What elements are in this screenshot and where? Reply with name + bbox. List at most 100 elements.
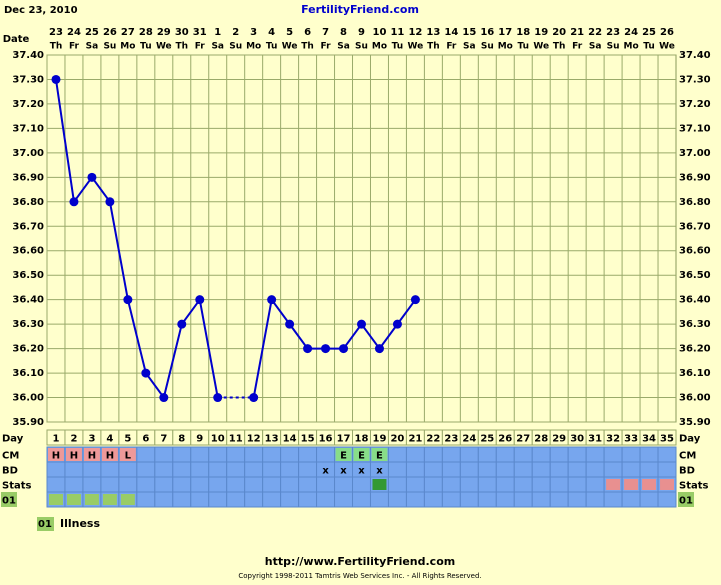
day-number: 18 [355, 434, 369, 445]
row-cell [280, 446, 300, 463]
row-label-bg-right [678, 492, 694, 507]
date-number: 24 [624, 27, 638, 38]
weekday: Mo [372, 42, 387, 52]
y-tick-label-right: 36.60 [679, 246, 711, 257]
y-tick-label-right: 36.10 [679, 368, 711, 379]
row-cell [118, 461, 138, 478]
temperature-point [51, 74, 61, 84]
y-tick-label: 37.20 [12, 99, 44, 110]
temperature-point [374, 344, 384, 354]
row-cell [244, 476, 264, 493]
row-cell [172, 446, 192, 463]
row-cell [549, 461, 569, 478]
day-number: 29 [552, 434, 566, 445]
day-label-right: Day [679, 434, 701, 445]
temperature-point [213, 393, 223, 403]
row-cell [387, 461, 407, 478]
weekday: Sa [589, 42, 602, 52]
entry-text: E [358, 451, 365, 462]
date-number: 3 [250, 27, 257, 38]
y-tick-label-right: 36.40 [679, 295, 711, 306]
weekday: Th [427, 42, 440, 52]
row-cell [136, 476, 156, 493]
row-cell [459, 491, 479, 508]
row-cell [154, 446, 174, 463]
row-cell [208, 491, 228, 508]
temperature-point [105, 197, 115, 207]
row-cell [531, 461, 551, 478]
temperature-point [159, 393, 169, 403]
date-number: 28 [139, 27, 153, 38]
weekday: Th [553, 42, 566, 52]
row-cell [441, 461, 461, 478]
entry-text: x [340, 466, 347, 477]
row-cell [352, 476, 371, 493]
row-cell [208, 476, 228, 493]
temperature-point [392, 319, 402, 329]
weekday: Fr [69, 42, 80, 52]
row-cell [262, 461, 282, 478]
day-label: Day [2, 434, 24, 445]
entry-cell [606, 479, 621, 490]
row-cell [513, 461, 533, 478]
temperature-point [285, 319, 295, 329]
y-tick-label: 36.00 [12, 393, 44, 404]
entry-text: H [70, 451, 78, 462]
day-number: 17 [337, 434, 351, 445]
temperature-point [267, 295, 277, 305]
site-title: FertilityFriend.com [301, 3, 419, 16]
row-cell [423, 461, 443, 478]
copyright: Copyright 1998-2011 Tamtris Web Services… [238, 572, 481, 580]
row-cell [190, 491, 210, 508]
date-number: 7 [322, 27, 329, 38]
row-cell [208, 461, 228, 478]
row-cell [298, 476, 318, 493]
date-number: 1 [214, 27, 221, 38]
day-number: 6 [142, 434, 149, 445]
row-cell [226, 476, 246, 493]
row-label-right: BD [679, 466, 695, 477]
date-number: 12 [408, 27, 422, 38]
date-number: 14 [444, 27, 458, 38]
temperature-point [303, 344, 313, 354]
date-number: 2 [232, 27, 239, 38]
date-number: 16 [480, 27, 494, 38]
day-number: 30 [570, 434, 584, 445]
entry-cell [335, 448, 352, 461]
row-cell [244, 446, 264, 463]
day-number: 21 [408, 434, 422, 445]
day-number: 11 [229, 434, 243, 445]
row-cell [657, 461, 677, 478]
row-cell [136, 461, 156, 478]
row-cell [477, 461, 497, 478]
entry-text: x [376, 466, 383, 477]
row-label-bg [1, 492, 17, 507]
row-cell [172, 476, 192, 493]
weekday: We [282, 42, 298, 52]
row-cell [64, 461, 84, 478]
row-cell [298, 446, 318, 463]
row-cell [298, 491, 318, 508]
row-cell [585, 461, 605, 478]
y-tick-label-right: 36.30 [679, 319, 711, 330]
y-tick-label: 36.70 [12, 221, 44, 232]
date-number: 8 [340, 27, 347, 38]
y-tick-label-right: 37.40 [679, 50, 711, 61]
y-tick-label: 36.40 [12, 295, 44, 306]
row-cell [154, 476, 174, 493]
row-cell [459, 461, 479, 478]
weekday: Su [103, 42, 116, 52]
row-cell [316, 446, 336, 463]
entry-cell [372, 479, 387, 490]
entry-cell [120, 494, 135, 505]
temperature-point [177, 319, 187, 329]
day-number: 25 [480, 434, 494, 445]
weekday: Sa [463, 42, 476, 52]
entry-cell [48, 448, 64, 461]
entry-text: H [106, 451, 114, 462]
temperature-point [410, 295, 420, 305]
row-cell [280, 476, 300, 493]
entry-text: L [125, 451, 132, 462]
date-number: 6 [304, 27, 311, 38]
row-cell [495, 461, 515, 478]
